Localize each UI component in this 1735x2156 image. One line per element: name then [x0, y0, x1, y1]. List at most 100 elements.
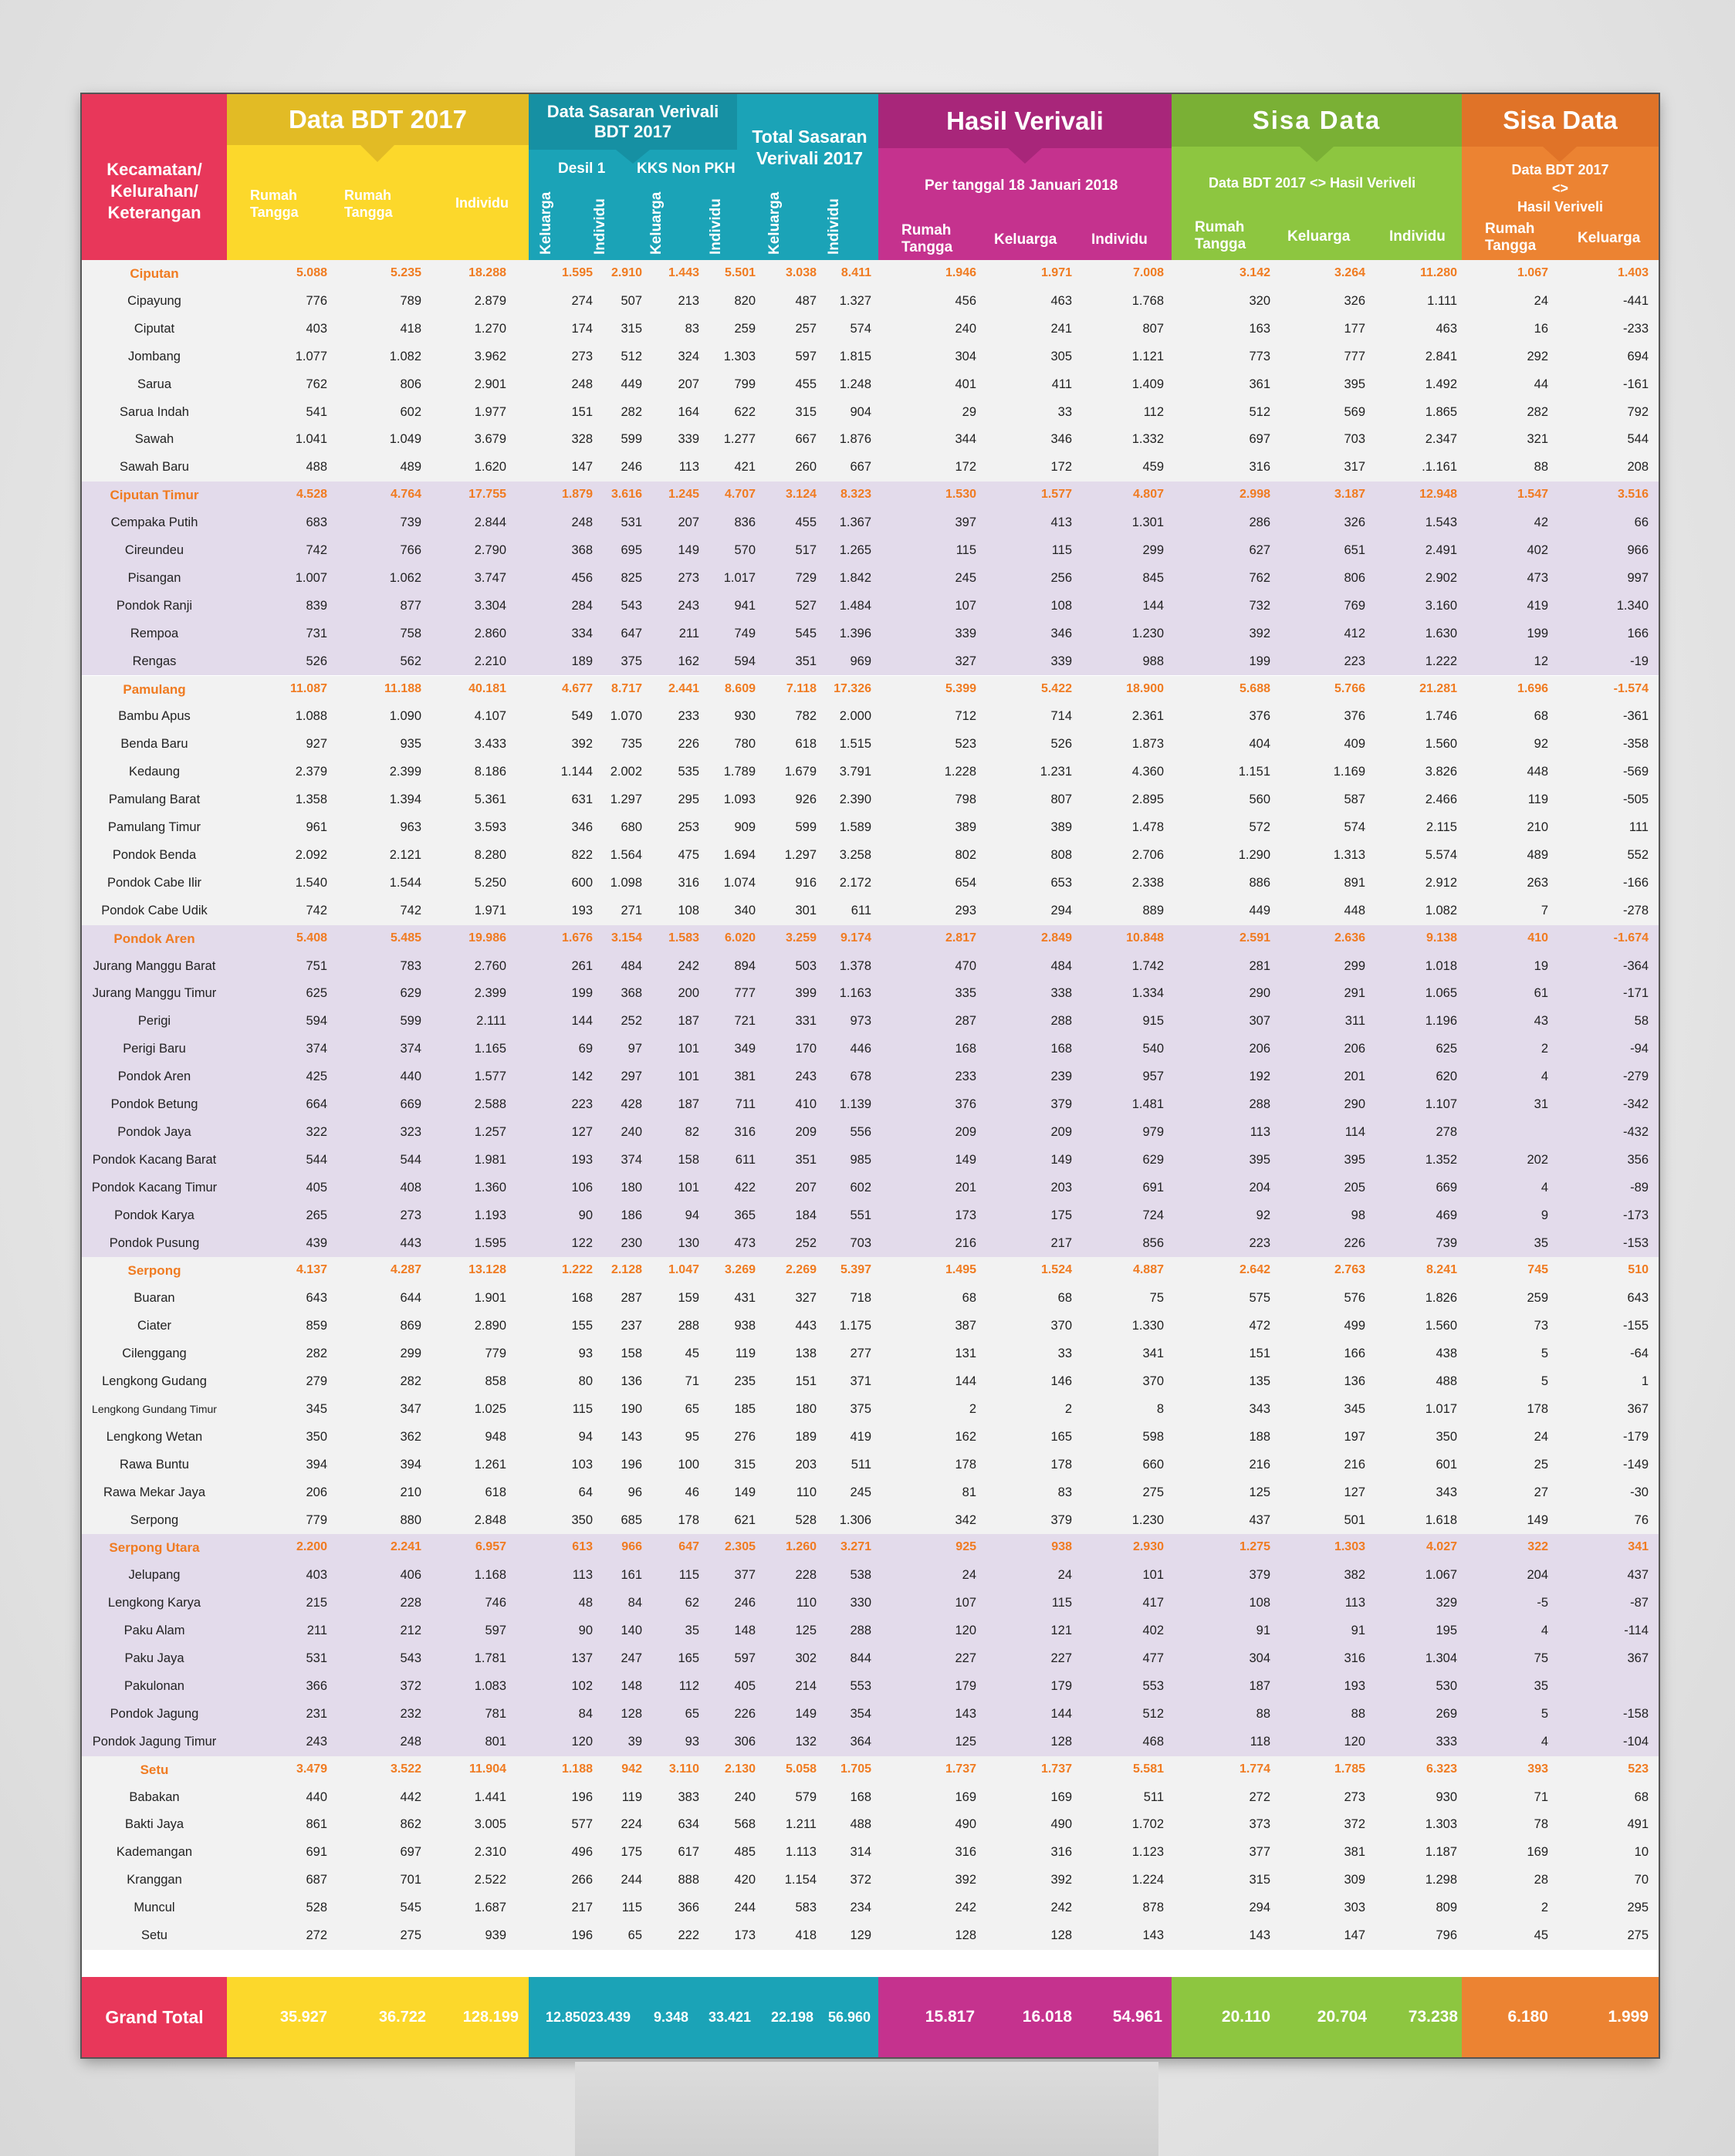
cell: 372	[1344, 1817, 1365, 1832]
cell: -1.674	[1613, 931, 1649, 945]
cell: 487	[795, 293, 817, 308]
cell: 8.280	[474, 847, 506, 862]
cell: 272	[1249, 1789, 1270, 1804]
table-row: Lengkong Gundang Timur 345 347 1.025 115 190 6…	[82, 1396, 1659, 1424]
cell: 45	[685, 1347, 699, 1361]
cell: 232	[400, 1706, 421, 1721]
cell: 2.848	[474, 1512, 506, 1527]
cell: 523	[1628, 1762, 1649, 1776]
cell: 222	[678, 1928, 699, 1942]
cell: 179	[1050, 1678, 1072, 1693]
table-row: Rengas 526 562 2.210 189 375 162 594 351 969 327 33…	[82, 648, 1659, 676]
cell: 65	[685, 1706, 699, 1721]
table-row: Perigi 594 599 2.111 144 252 187 721 331 973 287 28…	[82, 1008, 1659, 1036]
cell: 869	[400, 1319, 421, 1333]
cell: 138	[795, 1347, 817, 1361]
cell: 484	[621, 958, 642, 973]
cell: 1.067	[1425, 1568, 1457, 1583]
row-name: Pondok Kacang Barat	[92, 1152, 217, 1167]
cell: 2.890	[474, 1319, 506, 1333]
cell: 4	[1541, 1734, 1548, 1749]
cell: 149	[1527, 1512, 1548, 1527]
table-row: Jurang Manggu Barat 751 783 2.760 261 484 242 8…	[82, 953, 1659, 981]
cell: 412	[1344, 626, 1365, 640]
cell: 241	[1050, 321, 1072, 336]
cell: 490	[955, 1817, 976, 1832]
cell: 151	[1249, 1347, 1270, 1361]
cell: 654	[955, 875, 976, 890]
cell: 410	[1527, 931, 1548, 945]
cell: 187	[678, 1014, 699, 1029]
cell: 329	[1436, 1596, 1457, 1610]
table-row: Pondok Cabe Ilir 1.540 1.544 5.250 600 1.098 3…	[82, 870, 1659, 897]
cell: 6.020	[724, 931, 756, 945]
cell: 248	[400, 1734, 421, 1749]
cell: 1.865	[1425, 404, 1457, 419]
cell: 327	[795, 1291, 817, 1306]
cell: 724	[1142, 1208, 1164, 1222]
cell: 647	[678, 1540, 699, 1554]
cell: 62	[685, 1596, 699, 1610]
cell: 643	[1627, 1291, 1649, 1306]
header-sasaran-desil: Desil 1	[558, 161, 606, 177]
cell: 243	[795, 1070, 817, 1084]
cell: 4.528	[296, 488, 327, 502]
header-bdt-col-2: Rumah Tangga	[344, 188, 393, 220]
cell: 370	[1050, 1319, 1072, 1333]
cell: 2.305	[724, 1540, 756, 1554]
cell: 545	[795, 626, 817, 640]
cell: 68	[1634, 1789, 1649, 1804]
cell: 226	[1344, 1235, 1365, 1250]
cell: 345	[1344, 1401, 1365, 1416]
cell: 475	[678, 847, 699, 862]
cell: 19	[1534, 958, 1548, 973]
cell: 7.118	[786, 681, 817, 695]
cell: 132	[795, 1734, 817, 1749]
cell: 166	[1627, 626, 1649, 640]
cell: 859	[306, 1319, 327, 1333]
cell: 119	[735, 1347, 756, 1361]
cell: 240	[621, 1124, 642, 1139]
cell: 1.394	[389, 792, 421, 807]
cell: 103	[571, 1457, 593, 1472]
row-name: Sawah	[134, 432, 174, 447]
cell: 148	[621, 1678, 642, 1693]
cell: 3.304	[474, 598, 506, 613]
cell: 2.817	[945, 931, 976, 945]
cell: 1.789	[723, 765, 756, 779]
cell: 783	[400, 958, 421, 973]
cell: 165	[1050, 1429, 1072, 1444]
cell: 562	[400, 654, 421, 668]
cell: 335	[955, 986, 976, 1001]
cell: 777	[1344, 349, 1365, 363]
cell: 1.676	[561, 931, 593, 945]
cell: 282	[1527, 404, 1548, 419]
cell: 392	[955, 1873, 976, 1887]
cell: -179	[1622, 1429, 1649, 1444]
cell: 1.245	[668, 488, 699, 502]
cell: 366	[306, 1678, 327, 1693]
cell: 904	[850, 404, 871, 419]
header-sasaran-rot-4: Individu	[708, 198, 724, 255]
cell: 735	[621, 737, 642, 752]
cell: 252	[795, 1235, 817, 1250]
row-name: Kedaung	[128, 765, 181, 779]
cell: 110	[796, 1485, 817, 1499]
cell: 169	[955, 1789, 976, 1804]
table-row: Cipayung 776 789 2.879 274 507 213 820 487 1.327 4…	[82, 288, 1659, 316]
cell: 742	[306, 543, 327, 557]
grand-total-cell: 22.198	[770, 2009, 813, 2025]
cell: 115	[678, 1568, 699, 1583]
cell: 878	[1142, 1901, 1164, 1915]
cell: 549	[571, 709, 593, 724]
grand-total-cell: 36.722	[378, 2008, 426, 2026]
cell: 745	[1527, 1263, 1548, 1277]
cell: 203	[795, 1457, 817, 1472]
cell: 4.287	[390, 1263, 421, 1277]
cell: 101	[1142, 1568, 1164, 1583]
table-row: Pamulang Barat 1.358 1.394 5.361 631 1.297 295…	[82, 786, 1659, 814]
cell: 4.137	[296, 1263, 327, 1277]
header-bdt-col-3: Individu	[455, 195, 509, 211]
cell: 880	[400, 1512, 421, 1527]
cell: 845	[1142, 570, 1164, 585]
